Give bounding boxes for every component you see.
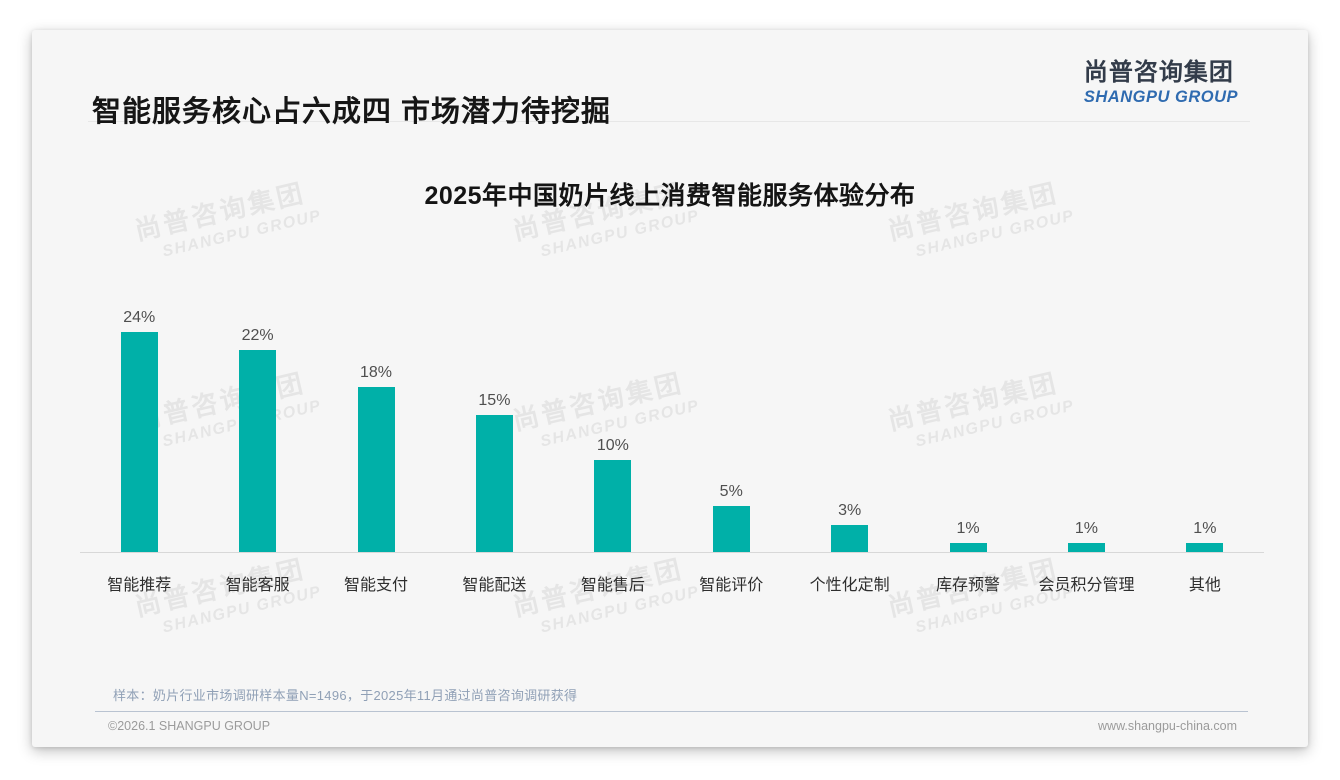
bar-column: 5% — [672, 483, 790, 552]
website-url: www.shangpu-china.com — [1098, 719, 1237, 733]
bar — [239, 350, 277, 552]
bar-column: 15% — [435, 391, 553, 552]
watermark-en-text: SHANGPU GROUP — [538, 207, 702, 261]
bar-column: 24% — [80, 309, 198, 552]
bar — [594, 460, 632, 552]
bar-chart: 24% 22% 18% 15% 10% 5% 3% 1% 1% 1% 智能推荐 智能客服 智能支付 智能… — [80, 300, 1264, 595]
bar-column: 3% — [790, 501, 908, 552]
bar-value-label: 5% — [719, 483, 743, 501]
category-label: 会员积分管理 — [1038, 577, 1135, 594]
bar — [475, 414, 513, 552]
chart-title: 2025年中国奶片线上消费智能服务体验分布 — [424, 182, 916, 210]
category-label: 智能评价 — [699, 577, 764, 594]
plot-area: 24% 22% 18% 15% 10% 5% 3% 1% 1% 1% — [80, 300, 1264, 553]
bar-column: 18% — [317, 364, 435, 552]
bar — [120, 332, 158, 552]
category-axis: 智能推荐 智能客服 智能支付 智能配送 智能售后 智能评价 个性化定制 库存预警 会员积分管理 其… — [80, 553, 1264, 595]
bar-value-label: 15% — [478, 391, 511, 409]
bar-value-label: 24% — [123, 309, 156, 326]
bar-value-label: 1% — [1074, 519, 1099, 537]
bar — [949, 542, 987, 552]
bar-column: 22% — [198, 327, 316, 552]
footer: ©2026.1 SHANGPU GROUP www.shangpu-china.… — [108, 719, 1237, 733]
bar — [712, 506, 750, 552]
page-title: 智能服务核心占六成四 市场潜力待挖掘 — [92, 96, 612, 128]
logo-en-text: SHANGPU GROUP — [1083, 87, 1238, 106]
bar — [1067, 542, 1105, 552]
bar-value-label: 22% — [241, 327, 274, 345]
category-label: 其他 — [1188, 577, 1221, 594]
category-label: 智能配送 — [462, 577, 527, 594]
bar-column: 10% — [554, 437, 672, 552]
bar-column: 1% — [909, 520, 1027, 552]
bar-value-label: 3% — [838, 501, 862, 519]
company-logo: 尚普咨询集团 SHANGPU GROUP — [1084, 59, 1238, 106]
bar-value-label: 1% — [1193, 519, 1217, 537]
watermark-en-text: SHANGPU GROUP — [913, 207, 1077, 261]
category-label: 智能客服 — [225, 577, 290, 594]
category-label: 智能支付 — [344, 577, 409, 594]
category-label: 库存预警 — [936, 577, 1001, 594]
bar — [1186, 542, 1224, 552]
slide-card: 尚普咨询集团 SHANGPU GROUP 尚普咨询集团 SHANGPU GROUP 尚普… — [32, 30, 1308, 747]
header-divider — [88, 121, 1250, 122]
watermark-en-text: SHANGPU GROUP — [160, 207, 324, 261]
category-label: 智能售后 — [580, 577, 645, 594]
sample-note: 样本：奶片行业市场调研样本量N=1496，于2025年11月通过尚普咨询调研获得 — [113, 688, 578, 703]
category-label: 个性化定制 — [809, 577, 890, 594]
bar-value-label: 1% — [956, 519, 980, 537]
copyright-text: ©2026.1 SHANGPU GROUP — [108, 719, 271, 733]
bar — [357, 387, 395, 552]
bar — [831, 524, 869, 552]
bar-value-label: 10% — [596, 437, 629, 455]
logo-cn-text: 尚普咨询集团 — [1083, 59, 1234, 86]
bar-value-label: 18% — [360, 364, 393, 381]
category-label: 智能推荐 — [107, 577, 172, 594]
footer-divider — [95, 711, 1248, 712]
bar-column: 1% — [1027, 520, 1145, 552]
bar-column: 1% — [1146, 520, 1264, 552]
